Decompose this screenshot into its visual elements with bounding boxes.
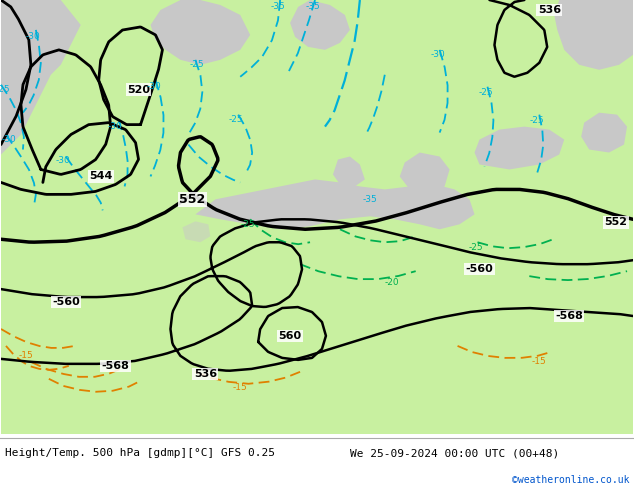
Text: 536: 536 xyxy=(194,369,217,379)
Text: -568: -568 xyxy=(555,311,583,321)
Text: -30: -30 xyxy=(1,135,16,144)
Polygon shape xyxy=(195,179,474,229)
Text: -30: -30 xyxy=(107,122,122,131)
Text: 552: 552 xyxy=(179,193,205,206)
Polygon shape xyxy=(290,0,350,50)
Text: -35: -35 xyxy=(363,195,377,204)
Text: -15: -15 xyxy=(233,383,248,392)
Polygon shape xyxy=(1,0,81,154)
Polygon shape xyxy=(333,156,365,186)
Text: -35: -35 xyxy=(271,2,285,11)
Polygon shape xyxy=(554,0,633,70)
Text: -30: -30 xyxy=(25,32,41,41)
Text: -35: -35 xyxy=(306,2,320,11)
Polygon shape xyxy=(150,0,250,65)
Text: -30: -30 xyxy=(55,156,70,165)
Text: 544: 544 xyxy=(89,172,112,181)
Text: 520: 520 xyxy=(127,85,150,95)
Text: 536: 536 xyxy=(538,5,561,15)
Text: -25: -25 xyxy=(229,115,243,124)
Text: 560: 560 xyxy=(278,331,302,341)
Text: -30: -30 xyxy=(146,82,161,91)
Text: Height/Temp. 500 hPa [gdmp][°C] GFS 0.25: Height/Temp. 500 hPa [gdmp][°C] GFS 0.25 xyxy=(5,448,275,459)
Text: We 25-09-2024 00:00 UTC (00+48): We 25-09-2024 00:00 UTC (00+48) xyxy=(350,448,559,459)
Polygon shape xyxy=(183,221,210,242)
Text: -25: -25 xyxy=(189,60,204,69)
Text: -20: -20 xyxy=(384,278,399,287)
Polygon shape xyxy=(581,113,627,152)
Text: -25: -25 xyxy=(0,85,10,94)
Text: 552: 552 xyxy=(605,217,628,227)
Text: -568: -568 xyxy=(101,361,129,371)
Text: -25: -25 xyxy=(468,243,483,252)
Text: -15: -15 xyxy=(532,357,547,367)
Text: ©weatheronline.co.uk: ©weatheronline.co.uk xyxy=(512,474,629,485)
Text: -25: -25 xyxy=(478,88,493,97)
Text: -15: -15 xyxy=(18,351,33,360)
Text: -560: -560 xyxy=(465,264,493,274)
Polygon shape xyxy=(400,152,450,195)
Text: -25: -25 xyxy=(530,116,545,125)
Text: -560: -560 xyxy=(52,297,80,307)
Text: -25: -25 xyxy=(241,220,256,229)
Polygon shape xyxy=(474,126,564,170)
Text: -30: -30 xyxy=(430,50,445,59)
